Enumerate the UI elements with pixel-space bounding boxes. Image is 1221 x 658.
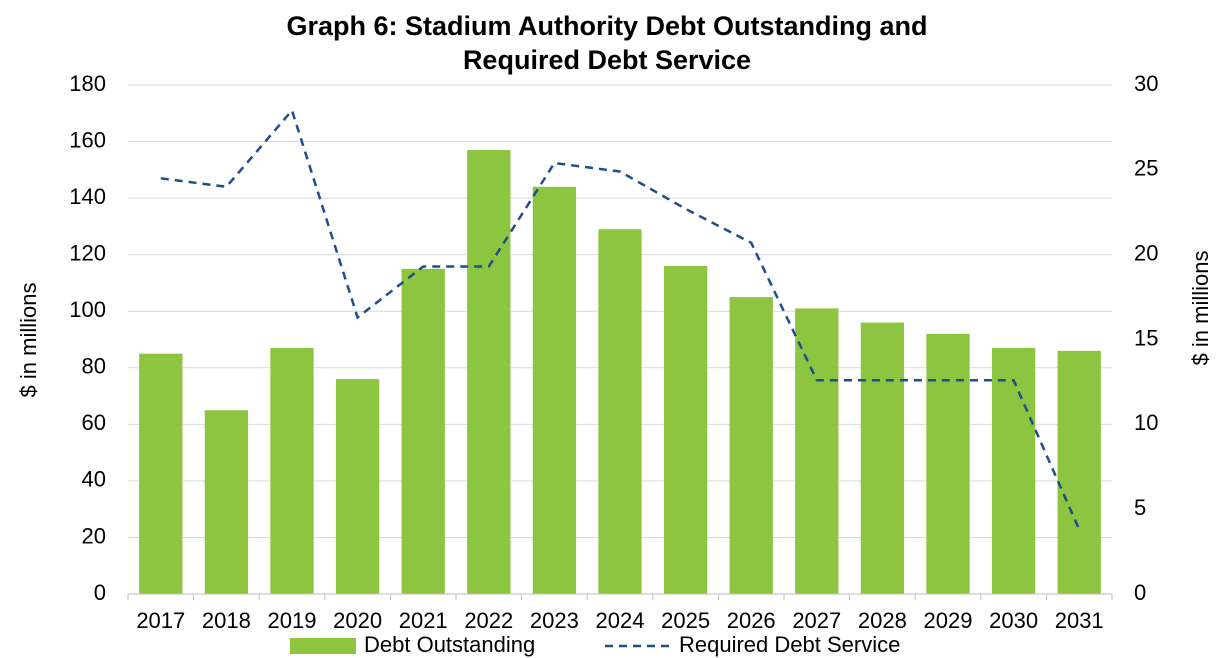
- x-tick-label: 2027: [792, 608, 841, 633]
- x-tick-label: 2029: [924, 608, 973, 633]
- bar: [335, 379, 380, 594]
- y2-tick-label: 20: [1134, 240, 1158, 265]
- x-tick-label: 2023: [530, 608, 579, 633]
- x-tick-label: 2031: [1055, 608, 1104, 633]
- y-tick-label: 80: [82, 354, 106, 379]
- y-tick-label: 140: [69, 184, 106, 209]
- y-tick-label: 180: [69, 71, 106, 96]
- x-tick-label: 2028: [858, 608, 907, 633]
- y-tick-label: 60: [82, 410, 106, 435]
- y-tick-label: 100: [69, 297, 106, 322]
- bar: [598, 229, 642, 594]
- y2-tick-label: 10: [1134, 410, 1158, 435]
- x-tick-label: 2025: [661, 608, 710, 633]
- bar: [795, 308, 839, 594]
- x-tick-label: 2018: [202, 608, 251, 633]
- bar: [663, 265, 708, 594]
- chart-title: Graph 6: Stadium Authority Debt Outstand…: [287, 11, 928, 41]
- x-tick-label: 2024: [596, 608, 645, 633]
- y-tick-label: 20: [82, 523, 106, 548]
- bar: [467, 150, 511, 595]
- bar: [860, 322, 905, 594]
- bar: [204, 410, 249, 594]
- x-tick-label: 2030: [989, 608, 1038, 633]
- x-tick-label: 2019: [268, 608, 317, 633]
- bar: [991, 347, 1036, 594]
- y2-tick-label: 30: [1134, 71, 1158, 96]
- y-tick-label: 0: [94, 580, 106, 605]
- x-tick-label: 2020: [333, 608, 382, 633]
- legend-label: Debt Outstanding: [364, 632, 535, 657]
- bar: [401, 268, 445, 594]
- bar: [926, 333, 970, 594]
- legend-label: Required Debt Service: [679, 632, 900, 657]
- y2-tick-label: 0: [1134, 580, 1146, 605]
- line: [160, 107, 1081, 531]
- y2-tick-label: 5: [1134, 495, 1146, 520]
- x-tick-label: 2021: [399, 608, 448, 633]
- x-tick-label: 2026: [727, 608, 776, 633]
- bar: [270, 347, 314, 594]
- y-tick-label: 160: [69, 127, 106, 152]
- y2-tick-label: 15: [1134, 325, 1158, 350]
- y-tick-label: 120: [69, 240, 106, 265]
- x-tick-label: 2022: [464, 608, 513, 633]
- chart-title: Required Debt Service: [463, 45, 751, 75]
- bar: [139, 353, 183, 594]
- bar: [532, 186, 577, 595]
- legend-swatch: [290, 638, 356, 654]
- y2-axis-label: $ in millions: [1188, 251, 1213, 366]
- y-axis-label: $ in millions: [16, 283, 41, 398]
- y-tick-label: 40: [82, 467, 106, 492]
- x-tick-label: 2017: [136, 608, 185, 633]
- bar: [729, 297, 773, 594]
- y2-tick-label: 25: [1134, 156, 1158, 181]
- bar: [1057, 350, 1101, 594]
